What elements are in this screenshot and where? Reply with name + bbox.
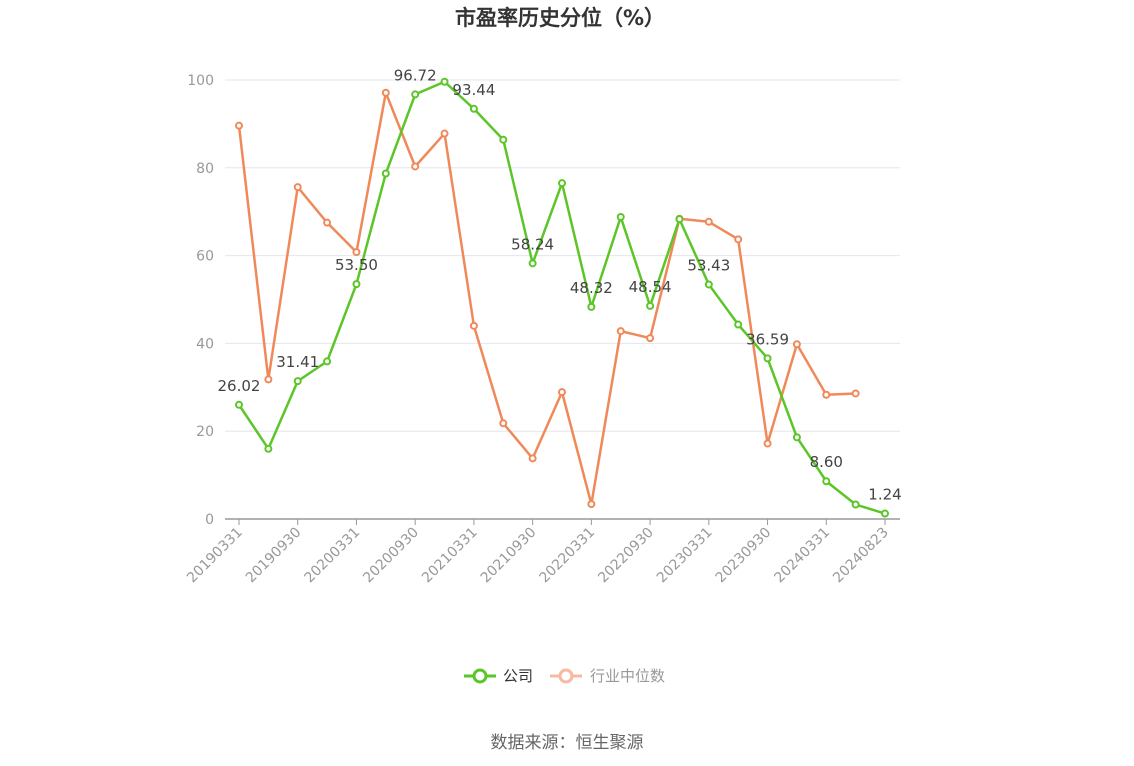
point-company[interactable]	[763, 354, 772, 363]
point-company[interactable]	[411, 90, 420, 99]
x-tick-label: 20230331	[654, 525, 716, 587]
point-company[interactable]	[528, 259, 537, 268]
grid-lines	[225, 79, 900, 432]
point-industry[interactable]	[587, 500, 596, 509]
point-company[interactable]	[734, 320, 743, 329]
point-company[interactable]	[881, 509, 889, 518]
point-industry[interactable]	[293, 183, 302, 192]
data-label: 96.72	[394, 66, 437, 84]
point-company[interactable]	[822, 477, 831, 486]
point-industry[interactable]	[264, 375, 273, 384]
data-label: 53.43	[687, 256, 730, 274]
legend: 公司 行业中位数	[464, 667, 665, 685]
x-tick-label: 20190331	[184, 525, 246, 587]
data-label: 8.60	[810, 453, 843, 471]
point-company[interactable]	[469, 104, 478, 113]
point-industry[interactable]	[763, 439, 772, 448]
point-industry[interactable]	[499, 419, 508, 428]
point-industry[interactable]	[792, 340, 801, 349]
point-industry[interactable]	[822, 390, 831, 399]
point-company[interactable]	[440, 77, 449, 86]
chart-title: 市盈率历史分位（%）	[455, 6, 665, 30]
point-industry[interactable]	[851, 389, 860, 398]
y-tick-label: 40	[196, 336, 214, 352]
y-axis-ticks: 0 20 40 60 80 100	[187, 73, 214, 528]
point-company[interactable]	[381, 169, 390, 178]
y-tick-label: 20	[196, 424, 214, 440]
x-tick-label: 20240823	[830, 525, 892, 587]
point-industry[interactable]	[352, 248, 361, 257]
point-company[interactable]	[792, 433, 801, 442]
y-tick-label: 0	[205, 512, 214, 528]
legend-item-company[interactable]: 公司	[464, 667, 533, 685]
y-tick-label: 100	[187, 73, 214, 89]
data-label: 48.32	[570, 279, 613, 297]
point-company[interactable]	[499, 135, 508, 144]
point-industry[interactable]	[734, 235, 743, 244]
data-label: 58.24	[511, 235, 554, 253]
point-industry[interactable]	[704, 217, 713, 226]
legend-item-industry[interactable]: 行业中位数	[550, 667, 665, 685]
point-industry[interactable]	[381, 88, 390, 97]
legend-company-marker	[472, 668, 488, 684]
point-industry[interactable]	[440, 129, 449, 138]
x-tick-label: 20230930	[713, 525, 775, 587]
series-layer	[235, 77, 889, 518]
legend-industry-label: 行业中位数	[590, 667, 665, 685]
point-industry[interactable]	[323, 218, 332, 227]
y-tick-label: 80	[196, 161, 214, 177]
point-industry[interactable]	[616, 327, 625, 336]
x-tick-label: 20220331	[536, 525, 598, 587]
legend-industry-marker	[558, 668, 574, 684]
x-tick-label: 20220930	[595, 525, 657, 587]
data-label: 53.50	[335, 256, 378, 274]
point-company[interactable]	[293, 377, 302, 386]
data-label: 93.44	[452, 81, 495, 99]
series-line-company	[237, 80, 886, 515]
point-company[interactable]	[646, 301, 655, 310]
point-industry[interactable]	[235, 121, 243, 130]
source-text: 数据来源：恒生聚源	[491, 733, 644, 753]
data-label: 26.02	[218, 377, 261, 395]
legend-company-label: 公司	[503, 667, 533, 685]
x-tick-label: 20210331	[419, 525, 481, 587]
point-company[interactable]	[264, 444, 273, 453]
data-label: 31.41	[276, 353, 319, 371]
point-company[interactable]	[352, 280, 361, 289]
x-tick-label: 20240331	[771, 525, 833, 587]
point-company[interactable]	[323, 357, 332, 366]
data-label: 1.24	[868, 486, 901, 504]
point-industry[interactable]	[528, 454, 537, 463]
point-industry[interactable]	[646, 334, 655, 343]
x-tick-label: 20190930	[243, 525, 305, 587]
x-tick-label: 20210930	[478, 525, 540, 587]
data-label: 48.54	[629, 278, 672, 296]
point-industry[interactable]	[558, 388, 566, 397]
data-label: 36.59	[746, 330, 789, 348]
x-tick-label: 20200331	[302, 525, 364, 587]
point-company[interactable]	[558, 179, 566, 188]
point-industry[interactable]	[469, 321, 478, 330]
x-tick-label: 20200930	[360, 525, 422, 587]
x-axis: 2019033120190930202003312020093020210331…	[184, 518, 900, 587]
point-company[interactable]	[851, 500, 860, 509]
point-company[interactable]	[587, 302, 596, 311]
data-labels: 26.02 31.41 53.50 96.72 93.44 58.24 48.32 48.54…	[218, 66, 902, 503]
point-company[interactable]	[675, 215, 684, 224]
point-company[interactable]	[616, 212, 625, 221]
series-line-industry	[237, 91, 856, 506]
point-industry[interactable]	[411, 162, 420, 171]
y-tick-label: 60	[196, 249, 214, 265]
point-company[interactable]	[704, 280, 713, 289]
point-company[interactable]	[235, 400, 243, 409]
